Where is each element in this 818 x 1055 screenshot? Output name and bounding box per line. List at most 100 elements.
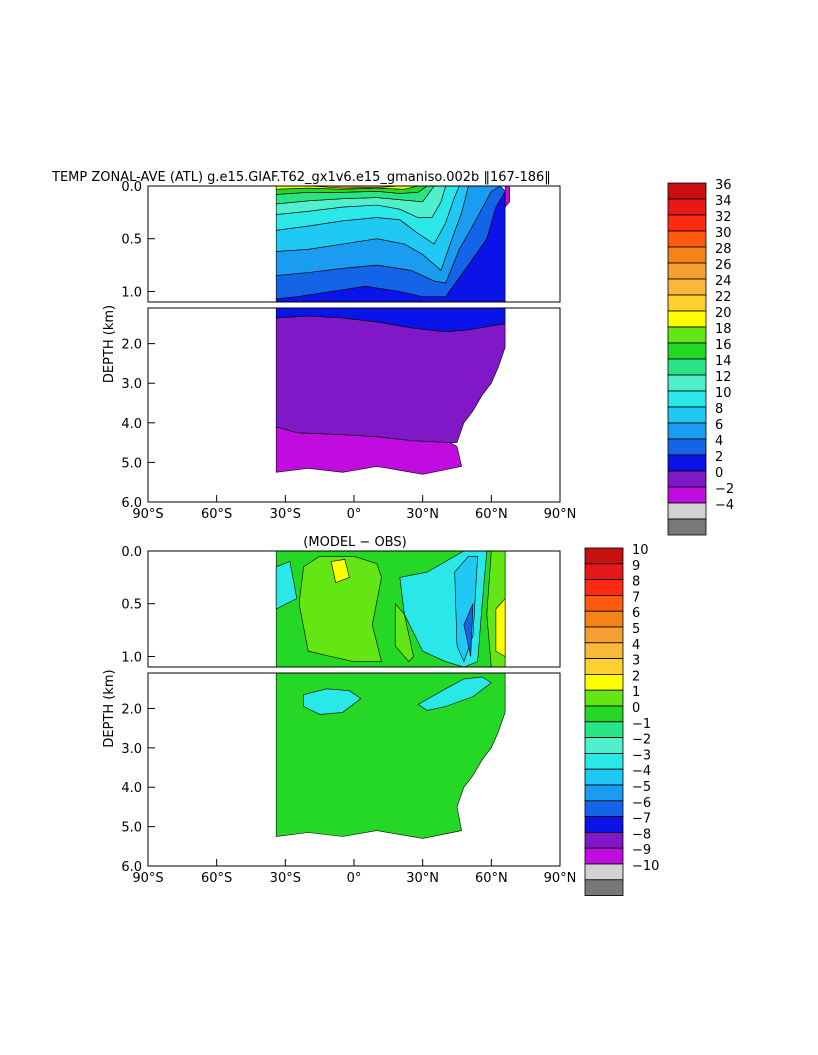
temp-x-tick-label: 60°N — [475, 507, 508, 522]
anom-colorbar-label: 1 — [632, 685, 640, 700]
temp-band-1-l — [275, 315, 506, 443]
temp-y-tick-label: 5.0 — [121, 456, 142, 471]
anom-colorbar-swatch — [584, 563, 624, 580]
anom-band-7-u — [298, 555, 382, 663]
temp-colorbar-swatch — [667, 278, 707, 296]
anom-band-10-u — [330, 559, 350, 584]
anom-y-tick-label: 6.0 — [121, 860, 142, 875]
anom-colorbar-label: 3 — [632, 654, 640, 669]
anom-colorbar-swatch — [584, 626, 624, 644]
anom-x-tick-label: 90°N — [544, 871, 577, 886]
temp-x-tick-label: 90°N — [544, 507, 577, 522]
temp-colorbar-swatch — [667, 438, 707, 456]
temp-colorbar-label: 12 — [715, 370, 732, 385]
temp-band-12-u — [504, 186, 510, 208]
temp-colorbar-label: 4 — [715, 434, 723, 449]
anom-band-5-l — [303, 688, 362, 715]
anom-colorbar-swatch — [584, 800, 624, 817]
anomaly-panel-title: (MODEL − OBS) — [303, 535, 406, 550]
anom-colorbar-swatch — [584, 595, 624, 612]
anom-colorbar-swatch — [584, 753, 624, 770]
anom-x-tick-label: 30°N — [406, 871, 439, 886]
temp-colorbar-label: 14 — [715, 354, 732, 369]
temp-upper-frame — [147, 185, 561, 303]
temp-y-axis-label: DEPTH (km) — [102, 305, 117, 383]
anom-band-11-u — [495, 597, 506, 658]
anom-colorbar-label: −10 — [632, 859, 659, 874]
anom-y-tick-label: 5.0 — [121, 821, 142, 836]
temp-colorbar-swatch — [667, 454, 707, 472]
anom-x-tick-label: 60°N — [475, 871, 508, 886]
temp-colorbar-label: 2 — [715, 450, 723, 465]
anom-band-4-u — [463, 603, 474, 657]
anom-y-axis-label: DEPTH (km) — [102, 669, 117, 747]
anom-colorbar-label: −1 — [632, 717, 651, 732]
anom-colorbar-swatch — [584, 847, 624, 865]
anom-colorbar-swatch — [584, 547, 624, 565]
anom-band-0-l — [275, 673, 506, 839]
temp-colorbar-label: 30 — [715, 226, 732, 241]
anom-colorbar-swatch — [584, 816, 624, 833]
temp-colorbar-label: 26 — [715, 258, 732, 273]
temp-colorbar-swatch — [667, 230, 707, 248]
anom-x-tick-label: 30°S — [270, 871, 301, 886]
anom-colorbar-swatch — [584, 610, 624, 628]
anom-colorbar-label: 0 — [632, 701, 640, 716]
temp-band-2-l — [275, 308, 506, 333]
anom-colorbar-label: −3 — [632, 748, 651, 763]
temp-colorbar-swatch — [667, 390, 707, 408]
anom-colorbar-swatch — [584, 768, 624, 786]
temp-colorbar-swatch — [667, 214, 707, 232]
anomaly-panel: (MODEL − OBS) 90°S 60°S 30°S 0° 30°N 60°N 90°N… — [102, 535, 659, 896]
temp-y-tick-label: 6.0 — [121, 496, 142, 511]
anom-band-1-u — [275, 561, 298, 610]
temp-colorbar-label: 36 — [715, 178, 732, 193]
anom-colorbar-label: −4 — [632, 764, 651, 779]
anom-field-lower — [275, 673, 506, 839]
temp-colorbar-label: 8 — [715, 402, 723, 417]
temp-colorbar-swatch — [667, 246, 707, 264]
anom-colorbar-label: 6 — [632, 606, 640, 621]
temp-x-tick-label: 30°S — [270, 507, 301, 522]
temperature-panel: 90°S 60°S 30°S 0° 30°N 60°N 90°N 0.0 0.5 1.0 2.0 3.… — [102, 178, 734, 536]
temp-y-tick-label: 0.5 — [121, 233, 142, 248]
temp-x-tick-label: 60°S — [201, 507, 232, 522]
temp-y-tick-label: 2.0 — [121, 338, 142, 353]
temp-x-tick-label: 0° — [347, 507, 362, 522]
anom-colorbar-swatch — [584, 579, 624, 596]
temp-y-tick-label: 1.0 — [121, 285, 142, 300]
temp-colorbar-label: 20 — [715, 306, 732, 321]
temp-colorbar-swatch — [667, 374, 707, 392]
anom-colorbar-label: −9 — [632, 843, 651, 858]
temp-colorbar-swatch — [667, 262, 707, 280]
anom-colorbar-label: −2 — [632, 733, 651, 748]
temp-colorbar-label: 32 — [715, 210, 732, 225]
temp-colorbar-swatch — [667, 470, 707, 488]
anom-y-tick-label: 4.0 — [121, 781, 142, 796]
temp-colorbar-label: 10 — [715, 386, 732, 401]
anom-colorbar-label: 2 — [632, 669, 640, 684]
temp-colorbar-swatch — [667, 198, 707, 216]
temp-colorbar-label: −2 — [715, 482, 734, 497]
anom-colorbar-swatch — [584, 721, 624, 738]
anom-colorbar-swatch — [584, 784, 624, 802]
temp-colorbar-swatch — [667, 518, 707, 536]
anom-colorbar-label: 7 — [632, 590, 640, 605]
temp-x-tick-label: 90°S — [132, 507, 163, 522]
anom-y-tick-label: 0.0 — [121, 545, 142, 560]
temp-colorbar-swatch — [667, 182, 707, 200]
temp-colorbar-label: 0 — [715, 466, 723, 481]
anom-y-tick-label: 3.0 — [121, 742, 142, 757]
anom-y-tick-label: 0.5 — [121, 598, 142, 613]
temp-colorbar-label: 28 — [715, 242, 732, 257]
anom-field-upper — [275, 551, 506, 667]
temp-y-tick-label: 4.0 — [121, 417, 142, 432]
temp-colorbar-label: 18 — [715, 322, 732, 337]
anom-colorbar-label: −8 — [632, 827, 651, 842]
anom-colorbar-label: −6 — [632, 796, 651, 811]
anom-band-6-l — [417, 676, 492, 711]
anom-colorbar-swatch — [584, 832, 624, 849]
temp-colorbar-swatch — [667, 502, 707, 520]
anom-y-tick-label: 1.0 — [121, 650, 142, 665]
